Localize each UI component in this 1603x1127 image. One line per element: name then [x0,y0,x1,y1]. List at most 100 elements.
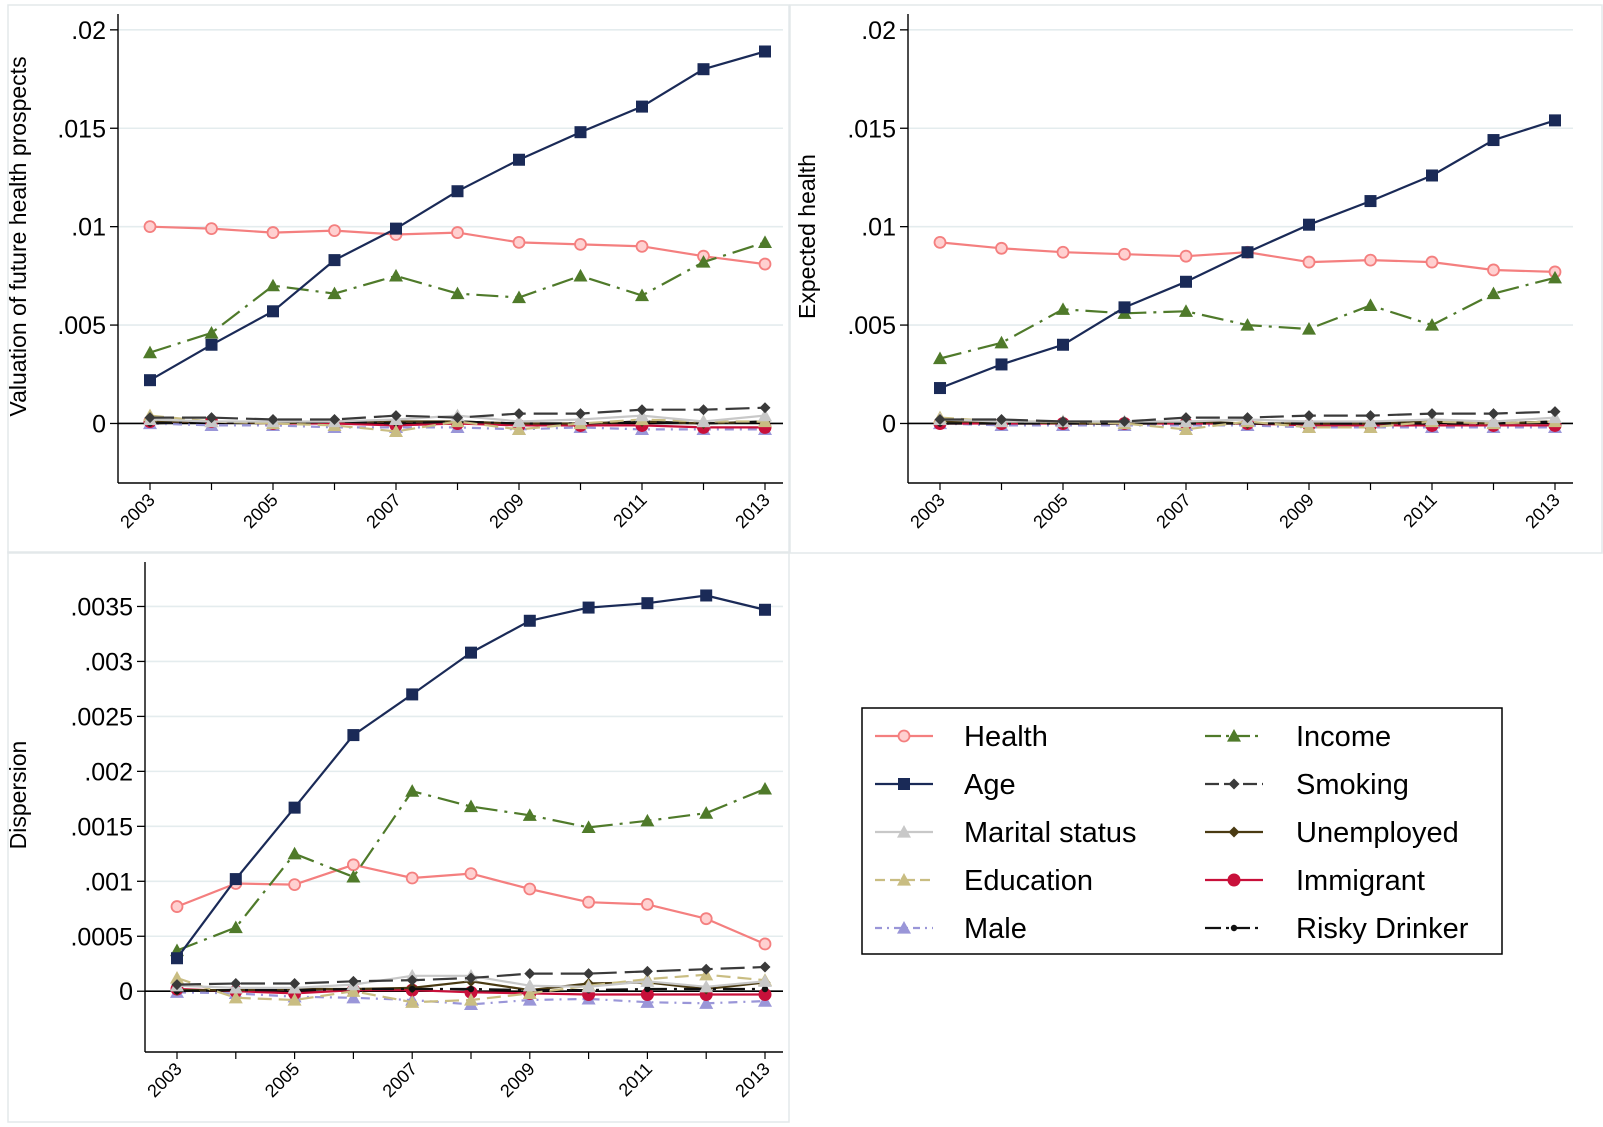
point-income [405,784,420,797]
point-health [464,867,478,880]
y-tick-label: .0025 [70,703,133,731]
y-tick-label: 0 [119,978,133,1006]
point-health [205,222,218,236]
point-income [699,806,714,819]
y-axis-label: Expected health [794,154,820,319]
legend-label: Education [964,865,1093,897]
legend-label: Immigrant [1296,865,1425,897]
y-tick-label: .015 [847,115,896,143]
legend-key-marker [1230,924,1238,932]
point-income [522,808,537,821]
point-smoking [934,414,946,426]
point-age [641,597,654,610]
point-risky-drinker [761,985,769,993]
point-risky-drinker [644,985,651,993]
y-tick-label: .02 [861,17,896,45]
series-smoking [934,406,1561,428]
legend-item-male: Male [875,913,1027,945]
point-age [636,100,648,113]
point-age [1364,195,1377,208]
legend-key-marker [1227,873,1241,887]
legend-item-income: Income [1205,721,1391,753]
point-health [635,239,649,253]
x-tick-label: 2013 [1521,490,1563,532]
x-tick-label: 2005 [261,1059,303,1101]
legend-label: Marital status [964,817,1136,849]
point-smoking [524,968,536,980]
series-line-income [176,787,766,952]
point-health [758,257,772,271]
point-age [1057,338,1069,351]
series-age [934,114,1561,395]
point-health [582,895,595,909]
point-age [1180,275,1192,288]
point-smoking [206,412,217,424]
series-age [144,45,771,387]
x-tick-label: 2007 [362,490,404,532]
series-smoking [171,961,771,991]
point-smoking [452,412,463,424]
point-age [513,153,525,166]
y-tick-label: 0 [882,410,896,438]
point-income [1056,302,1070,315]
legend-item-unemployed: Unemployed [1205,817,1459,849]
x-tick-label: 2013 [731,1059,773,1101]
x-tick-label: 2007 [379,1059,421,1101]
point-education [389,424,403,437]
point-male [699,996,714,1009]
point-smoking [1242,412,1253,424]
point-marital-status [581,979,596,993]
point-age [759,45,771,58]
point-health [1118,247,1131,261]
point-male [346,990,361,1004]
y-tick-label: .0035 [70,593,133,621]
point-marital-status [1486,414,1501,428]
point-income [266,278,280,292]
point-income [512,290,526,304]
point-age [205,338,218,351]
point-health [523,882,537,896]
point-smoking [636,404,648,416]
point-male [640,995,655,1008]
point-marital-status [696,414,711,428]
point-income [287,846,302,860]
point-income [696,255,711,268]
x-tick-label: 2005 [239,490,281,532]
point-smoking [465,972,477,984]
point-income [573,268,588,282]
point-health [328,224,341,237]
point-income [1302,322,1316,335]
point-income [327,286,342,300]
series-line-male [176,991,766,1006]
series-income [143,235,772,359]
point-income [450,286,465,300]
point-age [1118,301,1131,314]
point-smoking [144,412,156,424]
point-marital-status [758,974,772,987]
point-health [758,937,772,951]
point-income [933,351,947,365]
point-smoking [1180,412,1192,424]
panel-expected-health: 0 .005 .01 .015 .02 2003 2005 2007 2009 2011 2013 E… [789,4,1603,554]
legend-label: Smoking [1296,769,1409,801]
legend-label: Unemployed [1296,817,1459,849]
point-income [581,820,596,834]
point-income [1363,298,1378,311]
legend-key-marker [897,825,911,838]
point-smoking [1488,408,1499,420]
legend: Health Age Marital status Education Male Inco… [861,707,1503,955]
point-smoking [390,410,402,422]
point-income [640,813,655,827]
point-age [1487,134,1500,147]
point-age [171,952,183,965]
legend-item-education: Education [875,865,1093,897]
point-smoking [329,414,340,426]
point-health [1302,255,1316,269]
point-age [1549,114,1561,127]
point-income [464,799,478,813]
point-education [522,986,537,1000]
y-tick-label: 0 [92,410,106,438]
point-smoking [406,974,418,986]
legend-label: Income [1296,721,1391,753]
